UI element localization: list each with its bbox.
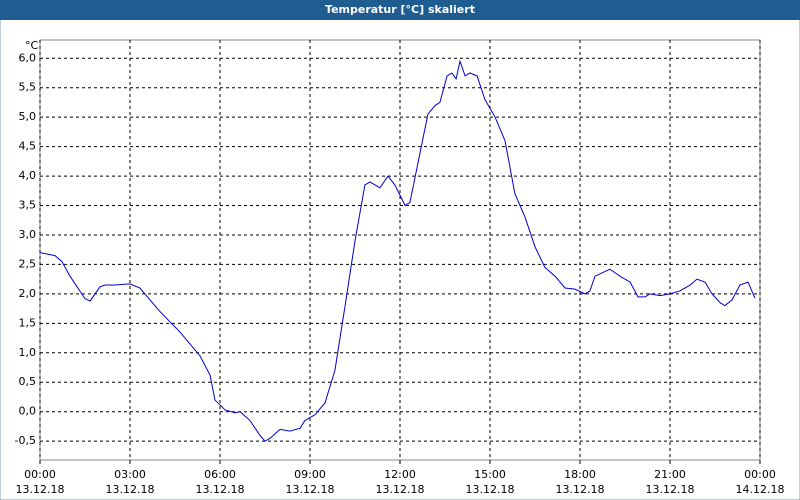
y-tick-label: 0,5 (19, 375, 37, 388)
x-tick-label: 15:00 (474, 468, 506, 481)
x-tick-date: 13.12.18 (376, 483, 425, 496)
y-tick-label: 2,0 (19, 287, 37, 300)
x-tick-date: 14.12.18 (736, 483, 785, 496)
y-unit: °C (25, 39, 39, 52)
x-tick-label: 09:00 (294, 468, 326, 481)
x-tick-date: 13.12.18 (196, 483, 245, 496)
y-tick-label: 1,0 (19, 346, 37, 359)
x-tick-label: 12:00 (384, 468, 416, 481)
line-series (39, 59, 756, 442)
y-tick-label: 2,5 (19, 257, 37, 270)
x-tick-date: 13.12.18 (286, 483, 335, 496)
x-tick-date: 13.12.18 (466, 483, 515, 496)
y-tick-label: 5,0 (19, 110, 37, 123)
x-tick-date: 13.12.18 (556, 483, 605, 496)
title-bar (0, 0, 800, 20)
x-tick-date: 13.12.18 (646, 483, 695, 496)
chart-title: Temperatur [°C] skaliert (325, 3, 475, 16)
x-tick-label: 21:00 (654, 468, 686, 481)
y-tick-label: 5,5 (19, 81, 37, 94)
x-tick-date: 13.12.18 (106, 483, 155, 496)
y-tick-label: 1,5 (19, 316, 37, 329)
x-tick-date: 13.12.18 (16, 483, 65, 496)
x-tick-label: 00:00 (24, 468, 56, 481)
y-tick-label: 3,5 (19, 199, 37, 212)
y-tick-label: 4,0 (19, 169, 37, 182)
y-tick-label: 0,0 (19, 405, 37, 418)
y-tick-label: 4,5 (19, 140, 37, 153)
x-tick-label: 03:00 (114, 468, 146, 481)
y-tick-label: -0,5 (15, 434, 36, 447)
x-tick-label: 00:00 (744, 468, 776, 481)
y-tick-label: 6,0 (19, 51, 37, 64)
y-tick-label: 3,0 (19, 228, 37, 241)
x-tick-label: 06:00 (204, 468, 236, 481)
x-tick-label: 18:00 (564, 468, 596, 481)
